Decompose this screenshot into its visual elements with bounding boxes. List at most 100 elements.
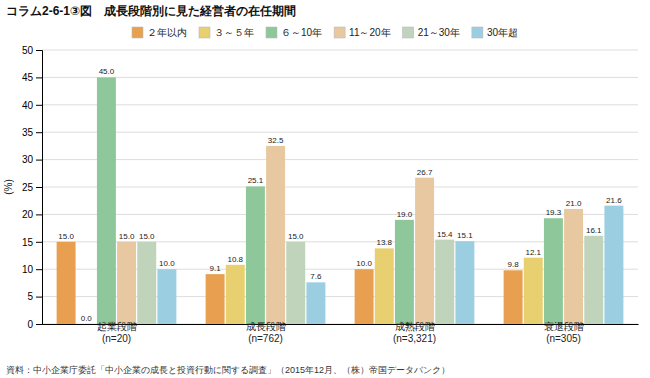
y-tick-mark — [36, 105, 42, 106]
y-tick-mark — [36, 214, 42, 215]
legend: ２年以内３～５年６～10年11～20年21～30年30年超 — [132, 27, 518, 38]
y-tick-mark — [36, 160, 42, 161]
bar — [544, 218, 563, 324]
bar — [137, 242, 156, 324]
x-tick-label: 衰退段階(n=305) — [544, 321, 584, 344]
bar — [435, 240, 454, 324]
legend-item: 11～20年 — [334, 27, 391, 38]
legend-label: ６～10年 — [281, 27, 322, 38]
bar — [57, 242, 76, 324]
legend-item: ３～５年 — [199, 27, 254, 38]
y-tick-mark — [36, 269, 42, 270]
bars — [57, 77, 624, 324]
bar — [306, 282, 325, 324]
y-tick-label: 25 — [22, 182, 34, 193]
y-tick-label: 30 — [22, 154, 34, 165]
bar — [504, 270, 523, 324]
y-tick-mark — [36, 77, 42, 78]
data-label: 15.1 — [457, 231, 473, 240]
y-tick-mark — [36, 324, 42, 325]
y-tick-label: 5 — [27, 291, 33, 302]
data-label: 15.0 — [119, 232, 135, 241]
x-tick-label: 成長段階(n=762) — [246, 321, 286, 344]
y-tick: 0 — [27, 319, 42, 330]
bar — [117, 242, 136, 324]
legend-item: 21～30年 — [403, 27, 460, 38]
grid-line — [42, 159, 638, 160]
x-tick-label-line: (n=3,321) — [393, 333, 436, 344]
y-tick: 5 — [27, 291, 42, 302]
legend-item: ６～10年 — [266, 27, 322, 38]
legend-swatch — [472, 27, 483, 38]
bar — [97, 77, 116, 324]
y-tick: 30 — [22, 154, 42, 165]
y-tick-label: 50 — [22, 45, 34, 56]
x-tick-label-line: (n=762) — [248, 333, 283, 344]
x-tick-label: 成熟段階(n=3,321) — [393, 321, 436, 344]
legend-swatch — [199, 27, 210, 38]
data-label: 19.0 — [397, 210, 413, 219]
y-tick-mark — [36, 187, 42, 188]
x-axis: 起業段階(n=20)成長段階(n=762)成熟段階(n=3,321)衰退段階(n… — [43, 321, 639, 344]
annotation: 資料：中小企業庁委託「中小企業の成長と投資行動に関する調査」（2015年12月、… — [6, 365, 450, 375]
x-tick-label-line: 成長段階 — [246, 321, 286, 332]
data-label: 15.0 — [139, 232, 155, 241]
data-label: 32.5 — [268, 136, 284, 145]
data-label: 15.0 — [58, 232, 74, 241]
data-label: 10.8 — [227, 255, 243, 264]
y-tick: 10 — [22, 264, 42, 275]
y-tick-mark — [36, 297, 42, 298]
data-label: 13.8 — [376, 238, 392, 247]
y-tick-label: 0 — [27, 319, 33, 330]
legend-swatch — [266, 27, 277, 38]
y-tick: 20 — [22, 209, 42, 220]
bar — [246, 186, 265, 324]
y-tick-mark — [36, 50, 42, 51]
bar — [564, 209, 583, 324]
x-tick-label-line: 衰退段階 — [544, 321, 584, 332]
data-labels: 15.09.110.09.80.010.813.812.145.025.119.… — [58, 67, 622, 323]
bar — [604, 206, 623, 324]
legend-label: 21～30年 — [418, 27, 460, 38]
y-tick-mark — [36, 132, 42, 133]
data-label: 9.1 — [210, 264, 222, 273]
title: コラム2-6-1③図 成長段階別に見た経営者の在任期間 — [6, 4, 296, 18]
data-label: 12.1 — [525, 248, 541, 257]
chart-container: 05101520253035404550(%)15.09.110.09.80.0… — [0, 0, 650, 378]
x-tick-label-line: (n=20) — [102, 333, 131, 344]
y-tick: 25 — [22, 182, 42, 193]
x-tick-label-line: 成熟段階 — [395, 321, 435, 332]
chart-svg: 05101520253035404550(%)15.09.110.09.80.0… — [0, 0, 650, 378]
grid-line — [42, 187, 638, 188]
bar — [266, 146, 285, 324]
bar — [524, 258, 543, 324]
x-tick-label-line: (n=305) — [546, 333, 581, 344]
y-axis-title: (%) — [3, 179, 14, 195]
bar — [77, 324, 96, 325]
y-tick-label: 15 — [22, 237, 34, 248]
x-tick: 成長段階(n=762) — [246, 321, 286, 344]
y-tick: 35 — [22, 127, 42, 138]
x-tick: 衰退段階(n=305) — [544, 321, 584, 344]
bar — [355, 269, 374, 324]
bar — [226, 265, 245, 324]
data-label: 21.6 — [606, 196, 622, 205]
bar — [395, 220, 414, 324]
y-tick-mark — [36, 242, 42, 243]
legend-swatch — [334, 27, 345, 38]
x-tick: 起業段階(n=20) — [97, 321, 137, 344]
data-label: 7.6 — [310, 272, 322, 281]
x-tick-label: 起業段階(n=20) — [97, 321, 137, 344]
grid — [42, 50, 638, 324]
y-tick-label: 35 — [22, 127, 34, 138]
bar — [206, 274, 225, 324]
bar — [286, 242, 305, 324]
y-tick-label: 40 — [22, 100, 34, 111]
y-tick: 50 — [22, 45, 42, 56]
grid-line — [42, 50, 638, 51]
y-tick-label: 10 — [22, 264, 34, 275]
bar — [375, 248, 394, 324]
y-axis: 05101520253035404550 — [22, 45, 43, 330]
legend-item: ２年以内 — [132, 27, 187, 38]
bar — [157, 269, 176, 324]
